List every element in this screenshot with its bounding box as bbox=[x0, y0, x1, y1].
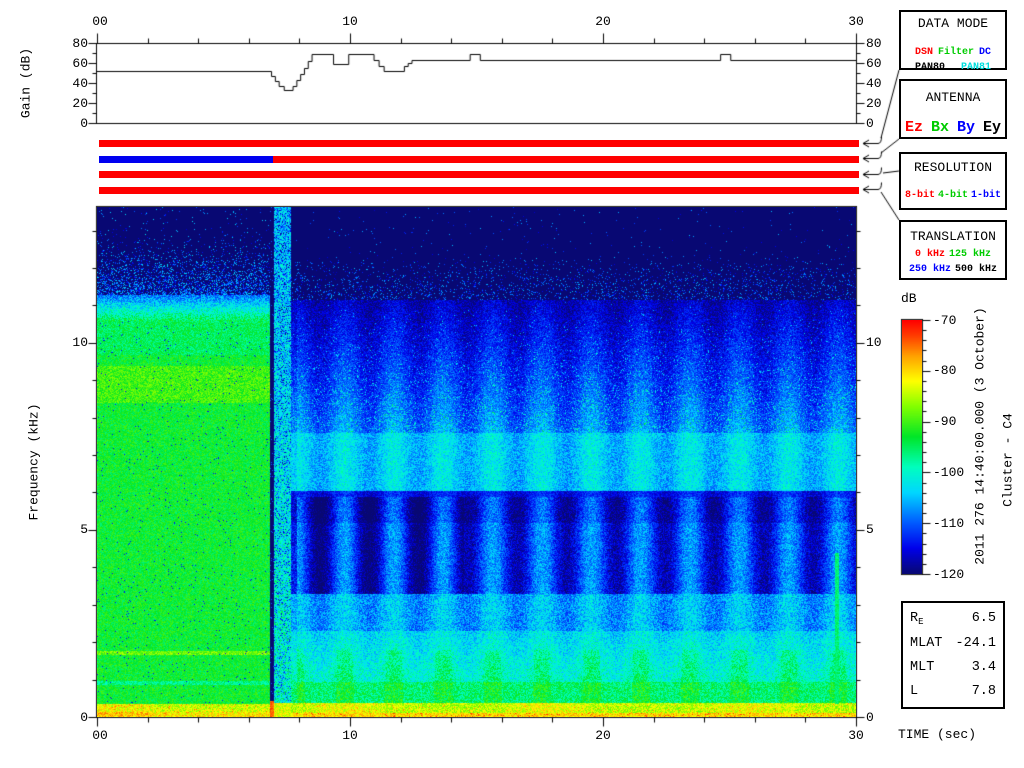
gain-tick-label-left: 80 bbox=[72, 36, 88, 51]
translation-item-125kHz: 125 kHz bbox=[949, 249, 992, 260]
gain-tick-label-right: 60 bbox=[866, 56, 882, 71]
resolution-title: RESOLUTION bbox=[913, 160, 992, 175]
colorbar-tick-label: -110 bbox=[933, 515, 965, 531]
colorbar-canvas bbox=[902, 320, 922, 574]
ephemeris-box: RE 6.5 MLAT -24.1 MLT 3.4 L 7.8 bbox=[901, 601, 1005, 709]
antenna-panel: ANTENNA Ez Bx By Ey bbox=[899, 79, 1007, 139]
time-tick-label-bottom: 10 bbox=[342, 728, 358, 743]
freq-tick-label-left: 5 bbox=[80, 522, 88, 538]
ephemeris-value: 7.8 bbox=[971, 684, 996, 700]
gain-tick-label-right: 20 bbox=[866, 96, 882, 111]
ephemeris-label: MLT bbox=[910, 660, 935, 676]
time-tick-label-top: 00 bbox=[92, 14, 108, 29]
gain-tick-label-left: 20 bbox=[72, 96, 88, 111]
data-mode-item-DC: DC bbox=[979, 47, 992, 58]
translation-item-250kHz: 250 kHz bbox=[908, 264, 951, 275]
time-tick-label-top: 30 bbox=[848, 14, 864, 29]
colorbar-tick-label: -90 bbox=[933, 414, 957, 430]
antenna-item-By: By bbox=[957, 119, 976, 136]
freq-tick-label-left: 10 bbox=[72, 335, 88, 351]
antenna-bar bbox=[99, 155, 859, 163]
ephemeris-value: 3.4 bbox=[971, 660, 996, 676]
colorbar-tick-label: -120 bbox=[933, 566, 965, 582]
antenna-item-Ez: Ez bbox=[904, 119, 923, 136]
time-tick-label-bottom: 00 bbox=[92, 728, 108, 743]
ephemeris-row-R: RE 6.5 bbox=[910, 611, 996, 627]
ephemeris-label: MLAT bbox=[910, 635, 943, 651]
freq-tick-label-right: 5 bbox=[866, 522, 874, 538]
translation-item-500kHz: 500 kHz bbox=[955, 264, 998, 275]
resolution-panel: RESOLUTION 8-bit 4-bit 1-bit bbox=[899, 152, 1007, 210]
resolution-item-4-bit: 4-bit bbox=[937, 190, 968, 201]
gain-axis-label: Gain (dB) bbox=[18, 47, 34, 119]
ephemeris-label: RE bbox=[910, 610, 924, 627]
freq-axis-label: Frequency (kHz) bbox=[26, 403, 42, 521]
resolution-item-1-bit: 1-bit bbox=[971, 190, 1002, 201]
data-mode-bar bbox=[99, 140, 859, 147]
resolution-item-8-bit: 8-bit bbox=[904, 190, 935, 201]
ephemeris-value: -24.1 bbox=[955, 635, 996, 651]
time-axis-label: TIME (sec) bbox=[898, 727, 977, 742]
freq-tick-label-left: 0 bbox=[80, 709, 88, 725]
translation-panel: TRANSLATION 0 kHz 125 kHz 250 kHz 500 kHz bbox=[899, 220, 1007, 280]
resolution-bar-segment bbox=[99, 171, 859, 178]
colorbar-title: dB bbox=[901, 291, 917, 306]
ephemeris-row-L: L 7.8 bbox=[910, 684, 996, 699]
spectrogram-canvas bbox=[97, 207, 856, 717]
data-mode-title: DATA MODE bbox=[917, 16, 989, 31]
translation-title: TRANSLATION bbox=[910, 229, 996, 244]
translation-row: 250 kHz 500 kHz bbox=[901, 264, 1005, 275]
translation-row: 0 kHz 125 kHz bbox=[901, 249, 1005, 260]
antenna-bar-segment bbox=[99, 155, 274, 163]
colorbar-tick-label: -80 bbox=[933, 363, 957, 379]
freq-tick-label-right: 10 bbox=[866, 335, 882, 351]
data-mode-item-DSN: DSN bbox=[914, 47, 933, 58]
time-tick-label-top: 10 bbox=[342, 14, 358, 29]
gain-tick-label-right: 80 bbox=[866, 36, 882, 51]
antenna-bar-segment bbox=[273, 155, 859, 163]
freq-tick-label-right: 0 bbox=[866, 709, 874, 725]
translation-bar-segment bbox=[99, 186, 859, 194]
gain-tick-label-left: 0 bbox=[80, 116, 88, 131]
antenna-row: Ez Bx By Ey bbox=[901, 119, 1005, 136]
gain-tick-label-left: 40 bbox=[72, 76, 88, 91]
translation-item-0kHz: 0 kHz bbox=[914, 249, 945, 260]
data-mode-item-PAN80: PAN80 bbox=[914, 62, 945, 73]
data-mode-item-PAN81: PAN81 bbox=[961, 62, 992, 73]
colorbar-tick-label: -70 bbox=[933, 312, 957, 328]
data-mode-bar-segment bbox=[99, 140, 859, 147]
colorbar-tick-label: -100 bbox=[933, 464, 965, 480]
spacecraft-vertical-caption: Cluster - C4 bbox=[1000, 413, 1016, 507]
translation-bar bbox=[99, 186, 859, 194]
time-tick-label-top: 20 bbox=[595, 14, 611, 29]
ephemeris-row-MLT: MLT 3.4 bbox=[910, 660, 996, 675]
data-mode-row: PAN80 PAN81 bbox=[901, 62, 1005, 73]
time-tick-label-bottom: 30 bbox=[848, 728, 864, 743]
datetime-vertical-caption: 2011 276 14:40:00.000 (3 October) bbox=[972, 307, 988, 565]
data-mode-panel: DATA MODE DSN Filter DC PAN80 PAN81 bbox=[899, 10, 1007, 73]
ephemeris-row-MLAT: MLAT -24.1 bbox=[910, 636, 996, 651]
resolution-bar bbox=[99, 171, 859, 178]
ephemeris-value: 6.5 bbox=[971, 610, 996, 626]
antenna-item-Ey: Ey bbox=[983, 119, 1002, 136]
data-mode-item-Filter: Filter bbox=[937, 47, 974, 58]
data-mode-row: DSN Filter DC bbox=[901, 47, 1005, 58]
antenna-item-Bx: Bx bbox=[930, 119, 949, 136]
antenna-title: ANTENNA bbox=[925, 90, 981, 105]
gain-tick-label-left: 60 bbox=[72, 56, 88, 71]
resolution-row: 8-bit 4-bit 1-bit bbox=[901, 190, 1005, 201]
time-tick-label-bottom: 20 bbox=[595, 728, 611, 743]
ephemeris-label-subscript: E bbox=[918, 616, 924, 627]
ephemeris-label: L bbox=[910, 684, 919, 700]
gain-tick-label-right: 40 bbox=[866, 76, 882, 91]
gain-tick-label-right: 0 bbox=[866, 116, 874, 131]
